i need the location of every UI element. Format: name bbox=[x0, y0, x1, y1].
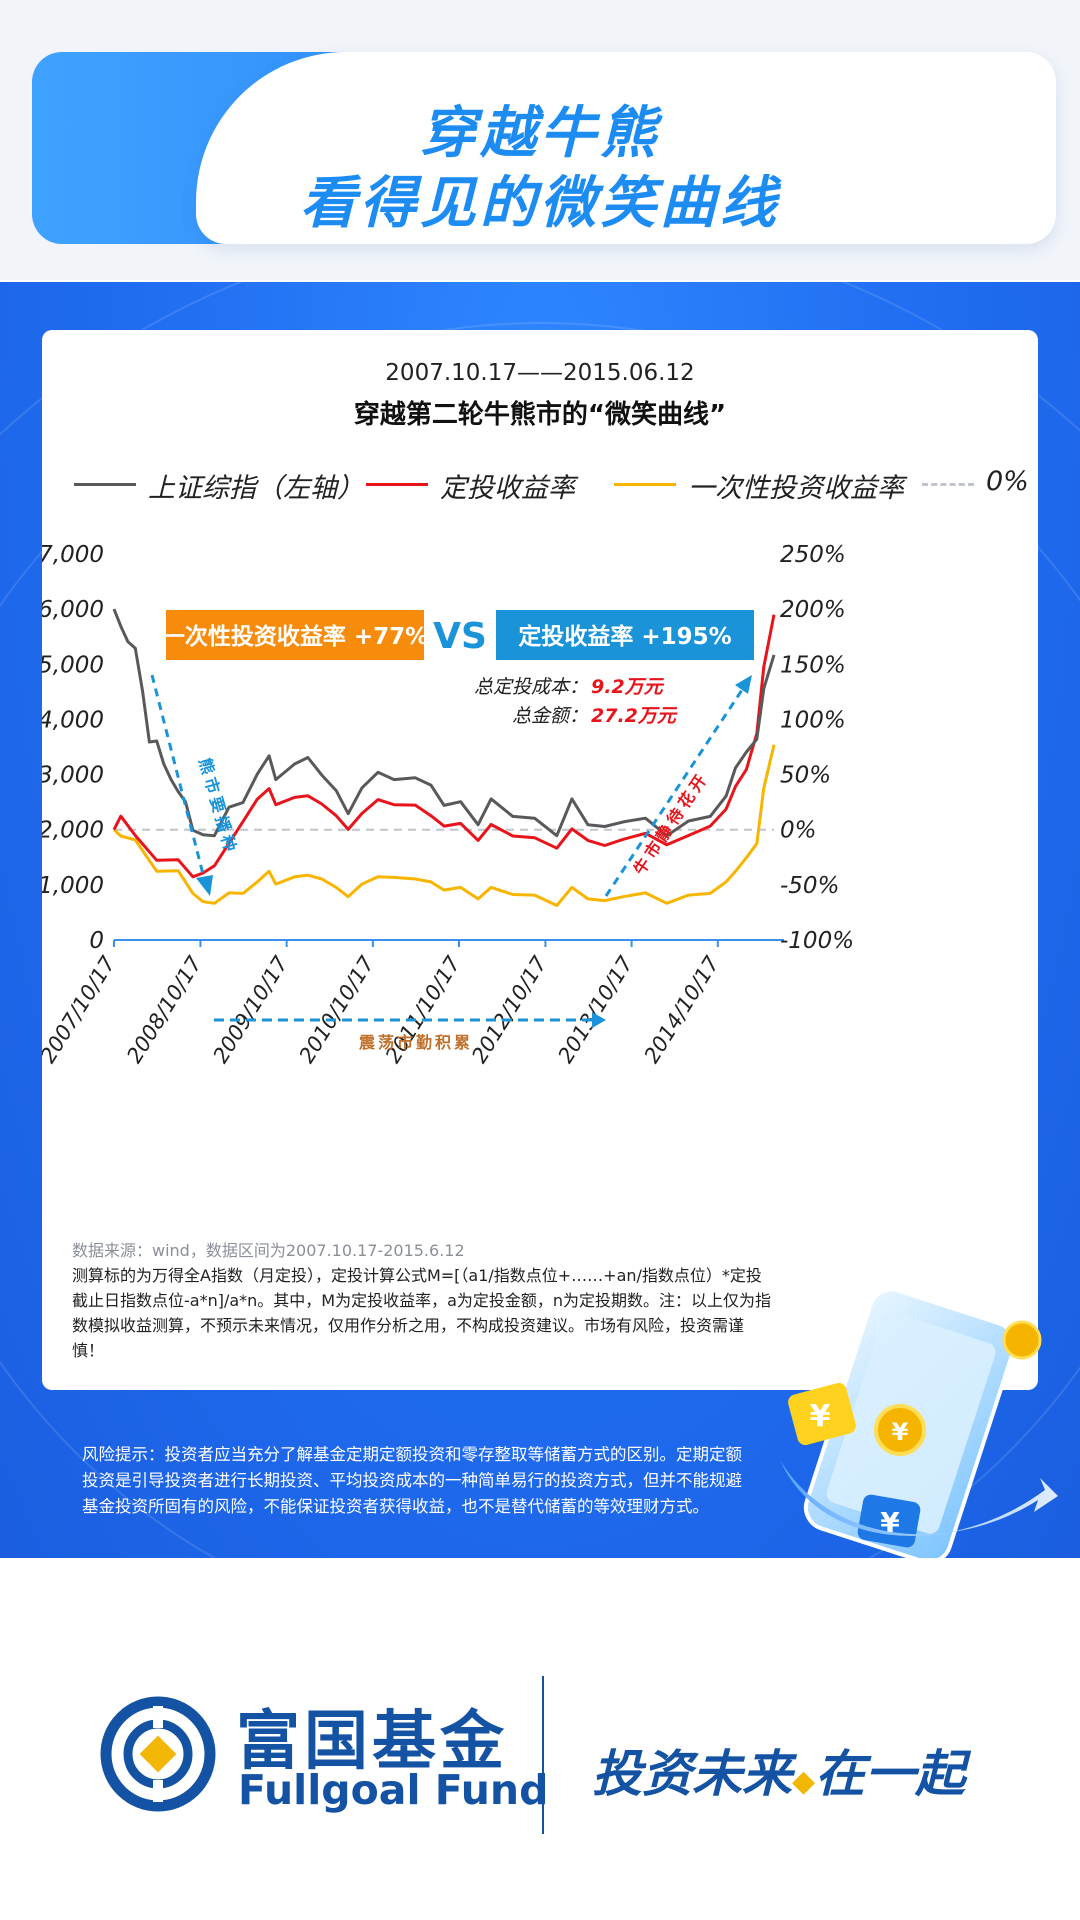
y-left-tick-label: 2,000 bbox=[42, 818, 104, 844]
y-right-tick-label: 100% bbox=[780, 707, 846, 733]
vs-label: VS bbox=[433, 616, 487, 657]
y-left-tick-label: 6,000 bbox=[42, 597, 104, 623]
total-amount-label: 总金额： bbox=[512, 705, 588, 727]
x-tick-label: 2008/10/17 bbox=[122, 951, 207, 1067]
legend-label-index: 上证综指（左轴） bbox=[148, 473, 364, 504]
chart-notes: 数据来源：wind，数据区间为2007.10.17-2015.6.12 测算标的… bbox=[72, 1238, 772, 1363]
range-arrow-head bbox=[592, 1012, 606, 1028]
x-tick-label: 2014/10/17 bbox=[640, 951, 725, 1067]
y-left-tick-label: 3,000 bbox=[42, 763, 104, 789]
y-right-tick-label: 50% bbox=[780, 763, 831, 789]
yen-card-symbol: ¥ bbox=[810, 1399, 831, 1434]
legend-label-lump: 一次性投资收益率 bbox=[688, 473, 904, 504]
y-right-tick-label: 150% bbox=[780, 652, 846, 678]
data-source: 数据来源：wind，数据区间为2007.10.17-2015.6.12 bbox=[72, 1241, 465, 1260]
x-tick-label: 2012/10/17 bbox=[467, 951, 552, 1067]
legend-swatch-zero bbox=[922, 483, 974, 486]
total-cost-value: 9.2万元 bbox=[591, 676, 665, 698]
legend-swatch-index bbox=[74, 483, 136, 486]
dca-callout-box bbox=[496, 610, 754, 660]
total-amount-value: 27.2万元 bbox=[591, 705, 678, 727]
y-right-tick-label: -50% bbox=[780, 873, 839, 899]
y-left-tick-label: 1,000 bbox=[42, 873, 104, 899]
chart-title: 穿越第二轮牛熊市的“微笑曲线” bbox=[353, 400, 727, 430]
legend-swatch-dca bbox=[366, 483, 428, 486]
range-annotation: 震荡市勤积累 bbox=[358, 1033, 473, 1052]
bull-arrow-head bbox=[735, 675, 752, 694]
lump-sum-callout-text: 一次性投资收益率 +77% bbox=[162, 623, 428, 650]
dca-callout-text: 定投收益率 +195% bbox=[518, 623, 731, 650]
chart-period: 2007.10.17——2015.06.12 bbox=[385, 360, 695, 386]
y-right-tick-label: 0% bbox=[780, 818, 817, 844]
fullgoal-logo-icon bbox=[100, 1696, 216, 1812]
coin-icon bbox=[874, 1404, 926, 1456]
headline-line-1: 穿越牛熊 bbox=[420, 101, 660, 166]
line-chart: 0 1,000 2,000 3,000 4,000 5,000 6,000 7,000 -100… bbox=[42, 542, 854, 1067]
coin-icon-small bbox=[1002, 1320, 1042, 1360]
series-line-index bbox=[112, 608, 776, 838]
x-tick-label: 2009/10/17 bbox=[208, 951, 293, 1067]
y-right-tick-label: -100% bbox=[780, 928, 854, 954]
y-left-tick-label: 4,000 bbox=[42, 707, 104, 733]
brand-name-cn: 富国基金 bbox=[236, 1705, 508, 1779]
coin-symbol: ¥ bbox=[892, 1418, 909, 1446]
y-right-tick-label: 250% bbox=[780, 542, 846, 568]
legend-swatch-lump bbox=[614, 483, 676, 486]
risk-disclosure: 风险提示：投资者应当充分了解基金定期定额投资和零存整取等储蓄方式的区别。定期定额… bbox=[82, 1445, 742, 1516]
series-line-dca-return bbox=[112, 614, 776, 879]
series-line-lump-return bbox=[112, 744, 776, 907]
yen-wallet-symbol: ¥ bbox=[880, 1506, 900, 1539]
y-right-tick-label: 200% bbox=[780, 597, 846, 623]
x-tick-label: 2013/10/17 bbox=[553, 951, 638, 1067]
methodology-note: 测算标的为万得全A指数（月定投），定投计算公式M=[（a1/指数点位+……+an… bbox=[72, 1266, 772, 1360]
bear-arrow-line bbox=[150, 674, 207, 883]
chart-card: 2007.10.17——2015.06.12 穿越第二轮牛熊市的“微笑曲线” 上… bbox=[42, 330, 1038, 1390]
legend-label-dca: 定投收益率 bbox=[440, 473, 575, 504]
bull-annotation: 牛市静待花开 bbox=[630, 768, 713, 878]
headline-line-2: 看得见的微笑曲线 bbox=[300, 171, 780, 236]
y-left-tick-label: 5,000 bbox=[42, 652, 104, 678]
brand-name-en: Fullgoal Fund bbox=[238, 1766, 549, 1814]
brand-slogan: 投资未来◆在一起 bbox=[592, 1734, 965, 1806]
yen-card-icon bbox=[788, 1382, 856, 1446]
slogan-diamond-icon: ◆ bbox=[792, 1764, 816, 1799]
header-card bbox=[196, 52, 1056, 244]
y-left-tick-label: 7,000 bbox=[42, 542, 104, 568]
background-ring bbox=[0, 322, 1080, 1558]
x-tick-label: 2007/10/17 bbox=[42, 951, 121, 1067]
phone-coin-illustration: ¥ ¥ ¥ bbox=[780, 1287, 1058, 1560]
lump-sum-callout-box bbox=[166, 610, 424, 660]
total-cost-label: 总定投成本： bbox=[474, 676, 588, 698]
bear-arrow-head bbox=[196, 875, 213, 896]
footer-divider bbox=[542, 1676, 544, 1834]
legend-label-zero: 0% bbox=[986, 466, 1029, 497]
slogan-part-2: 在一起 bbox=[815, 1744, 966, 1803]
slogan-part-1: 投资未来 bbox=[592, 1744, 792, 1803]
y-left-tick-label: 0 bbox=[89, 928, 104, 954]
